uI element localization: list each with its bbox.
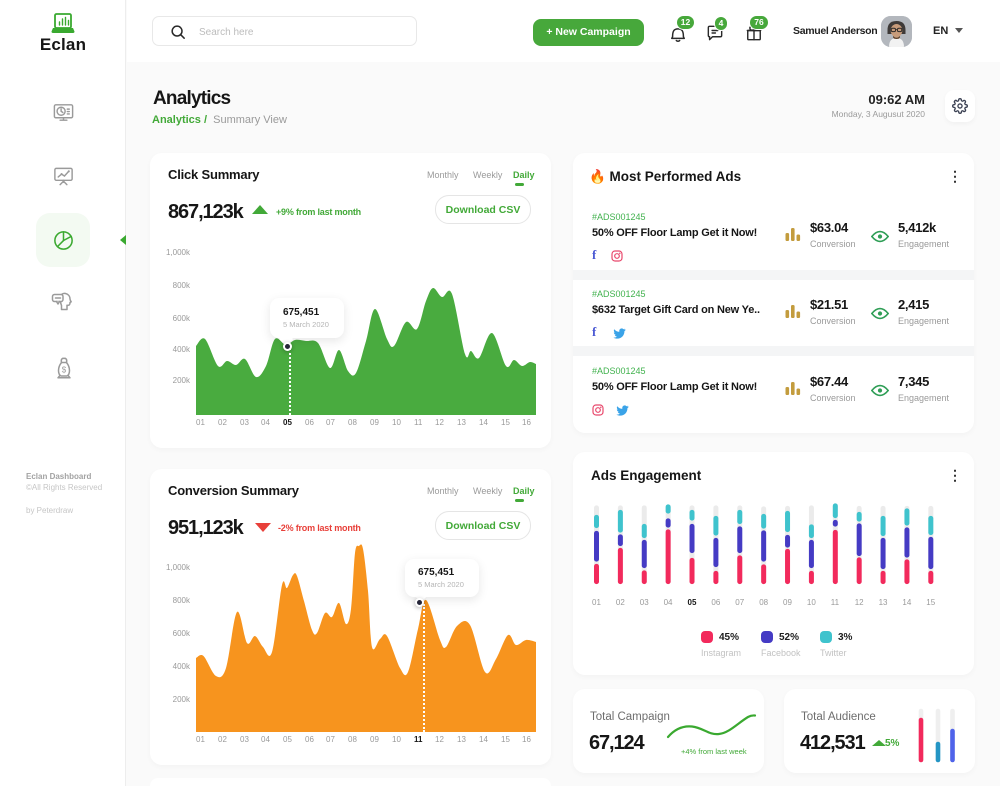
svg-text:$: $	[62, 366, 67, 375]
